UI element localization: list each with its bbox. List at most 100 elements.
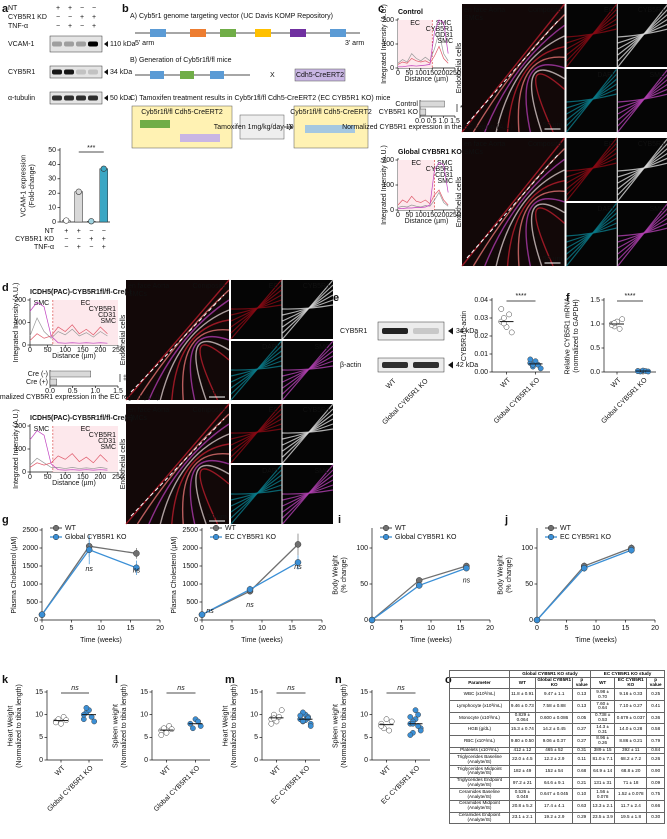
y-tick-label: 10 — [48, 204, 56, 211]
annotation: ns — [133, 568, 141, 575]
tissue-streak — [148, 423, 230, 525]
bar-point — [75, 188, 82, 195]
panel-label: c — [378, 3, 384, 15]
x-tick-label: 1.5 — [113, 388, 123, 395]
y-tick-label: 0.03 — [474, 315, 488, 322]
series-line — [397, 45, 449, 65]
value-cell: 23.5 ± 3.9 — [590, 811, 616, 825]
category-label: Control — [395, 101, 418, 108]
legend-label: WT — [65, 525, 77, 532]
sig-label: * — [460, 105, 463, 112]
value-cell: 14.3 ± 0.31 — [590, 723, 616, 736]
series-line — [29, 317, 108, 339]
category-label: Global CYB5R1 KO — [600, 376, 649, 425]
x-tick-label: 100 — [59, 474, 71, 481]
y-tick-label: 0.00 — [474, 369, 488, 376]
tissue-streak — [495, 35, 565, 133]
x-tick-label: 0.0 — [45, 388, 55, 395]
parameter-cell: HGB (g/dL) — [449, 723, 510, 736]
x-tick-label: 20 — [486, 625, 494, 632]
legend-marker — [547, 524, 555, 532]
condition-sign: − — [56, 23, 60, 30]
column-header: WT — [508, 676, 536, 690]
blot-strip — [377, 321, 445, 341]
x-tick-label: 0 — [28, 347, 32, 354]
condition-sign: − — [77, 236, 81, 243]
legend-label: SMC — [437, 178, 453, 185]
channel-signal — [566, 28, 617, 38]
point — [133, 564, 140, 572]
group-header: Global CYB5R1 KO study — [508, 670, 592, 678]
value-cell: 0.79 — [646, 734, 665, 748]
value-cell: 0.31 — [572, 746, 592, 755]
y-tick-label: 10 — [360, 712, 368, 719]
y-tick-label: 100 — [382, 41, 394, 48]
table-row: WBC (x10³/mL) 11.8 ± 0.91 9.47 ± 1.1 0.13 9.… — [449, 688, 665, 702]
y-tick-label: 0 — [364, 617, 368, 624]
table-row: Triglycerides Midpoint (Analyte/IS) 182 ±… — [449, 765, 665, 778]
mouse-label: Cyb5r1fl/fl Cdh5-CreERT2 — [290, 109, 372, 116]
y-tick-label: 0 — [390, 207, 394, 214]
value-cell: 0.25 — [646, 688, 665, 702]
x-tick-label: 150 — [77, 347, 89, 354]
point — [161, 725, 167, 732]
x-tick-label: 5 — [70, 625, 74, 632]
blot-size-label: 42 kDa — [456, 362, 478, 369]
table-row: RBC (x10⁶/mL) 9.80 ± 0.50 9.06 ± 0.37 0.27 8… — [449, 734, 665, 748]
point — [383, 716, 390, 723]
panel-label: j — [504, 514, 508, 526]
condition-sign: + — [80, 14, 84, 21]
condition-sign: − — [89, 244, 93, 251]
x-tick-label: 0 — [200, 625, 204, 632]
cre-box — [294, 68, 346, 82]
vector-element — [190, 29, 206, 37]
y-tick-label: 5 — [254, 734, 258, 741]
x-tick-label: 200 — [438, 70, 450, 77]
x-tick-label: 200 — [95, 347, 107, 354]
point — [307, 723, 314, 729]
x-axis-label: Normalized CYB5R1 expression in the EC r… — [342, 124, 513, 131]
channel-label: DAPI — [262, 344, 278, 351]
value-cell: 0.29 — [572, 811, 592, 825]
point — [297, 712, 304, 719]
size-arrow — [448, 327, 453, 335]
y-axis-label: Body Weight — [332, 555, 339, 595]
tissue-streak — [189, 335, 230, 401]
channel-signal — [230, 304, 282, 310]
value-cell: 182 ± 49 — [508, 765, 536, 778]
point — [619, 316, 626, 323]
channel-label: CYB5R1 — [303, 283, 330, 290]
y-tick-label: 15 — [250, 689, 258, 696]
y-tick-label: 20 — [48, 190, 56, 197]
y-tick-label: 0.0 — [590, 369, 600, 376]
column-header: p value — [646, 676, 665, 690]
legend-marker — [212, 524, 220, 532]
condition-label: NT — [8, 5, 18, 12]
parameter-cell: Ceramides Baseline (Analyte/IS) — [449, 788, 510, 801]
legend-label: CYB5R1 — [89, 432, 116, 439]
y-axis-label: Heart Weight — [7, 706, 14, 747]
channel-label: SMC — [314, 468, 330, 475]
mouse-label: Cyb5r1fl/fl Cdh5-CreERT2 — [141, 109, 223, 116]
panel-label: n — [335, 674, 342, 686]
point — [412, 707, 419, 713]
series-line — [29, 453, 108, 468]
blot-band — [382, 328, 408, 334]
y-axis-label: (% change) — [341, 557, 348, 593]
x-tick-label: 50 — [406, 70, 414, 77]
tissue-streak — [199, 344, 230, 401]
value-cell: 11.7 ± 2.4 — [614, 799, 648, 813]
point — [278, 707, 285, 713]
parameter-cell: Triglycerides Midpoint (Analyte/IS) — [449, 765, 510, 778]
parameter-cell: Ceramides Endpoint (Analyte/IS) — [449, 811, 510, 825]
blot-size-label: 110 kDa — [110, 41, 136, 48]
value-cell: 389 ± 15 — [590, 746, 616, 755]
y-tick-label: 1.0 — [590, 321, 600, 328]
annotation: ns — [294, 564, 302, 571]
point — [294, 541, 302, 548]
channel-signal — [282, 489, 334, 495]
x-tick-label: 250 — [112, 347, 124, 354]
condition-sign: − — [80, 5, 84, 12]
divider-line — [466, 18, 560, 125]
